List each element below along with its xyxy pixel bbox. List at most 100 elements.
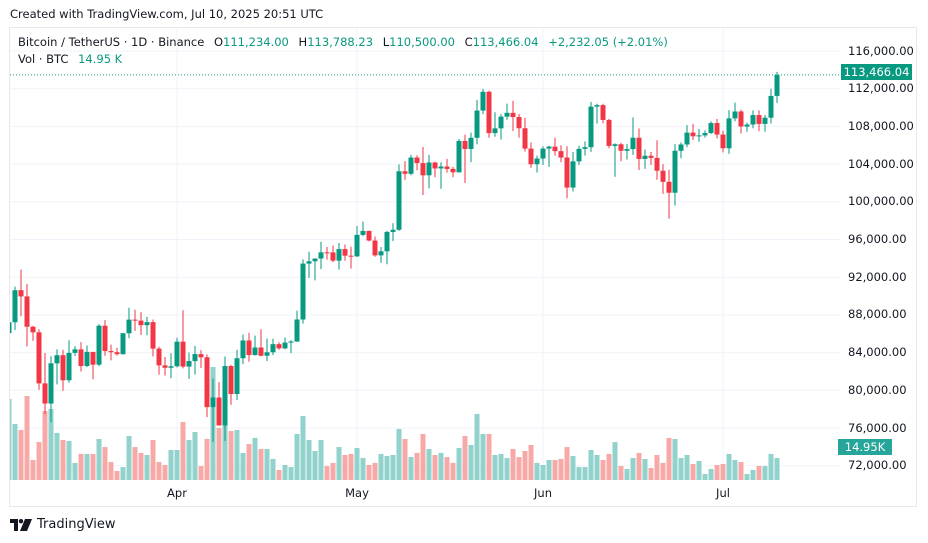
volume-bar [600,460,606,480]
volume-bar [444,457,450,480]
candle [204,354,210,418]
candle [282,337,288,350]
volume-bar [690,463,696,480]
volume-bar [618,466,624,480]
volume-bar [72,462,78,480]
candle-body [270,344,276,353]
candle [438,162,444,189]
volume-bar [264,448,270,480]
candle-body [474,110,480,138]
volume-bar [540,465,546,480]
candle [294,310,300,342]
candle [738,109,744,134]
y-tick-label: 92,000.00 [848,269,907,284]
candle-body [582,147,588,149]
last-volume-tag: 14.95K [838,439,892,455]
candle [264,338,270,361]
change-value: +2,232.05 (+2.01%) [548,35,668,49]
volume-bar [546,460,552,480]
volume-bar [300,416,306,480]
candle [624,144,630,160]
volume-bar [528,445,534,480]
candle [636,128,642,171]
low-value: 110,500.00 [389,35,455,49]
volume-bar [696,461,702,480]
volume-bar [162,465,168,480]
volume-bar [150,440,156,480]
volume-bar [132,447,138,480]
candle [570,151,576,192]
candle [498,114,504,140]
candle [276,342,282,350]
candle [708,121,714,134]
volume-bar [204,438,210,480]
candle-body [162,365,168,368]
volume-bar [408,457,414,480]
candle [324,247,330,260]
candle-body [702,133,708,136]
volume-bar [366,465,372,480]
symbol-name[interactable]: Bitcoin / TetherUS · 1D · Binance [18,35,205,49]
candle-body [168,366,174,368]
chart-panel[interactable] [9,27,917,507]
candle-body [348,255,354,257]
volume-bar [78,453,84,480]
candle-body [408,157,414,174]
candle [330,245,336,263]
volume-bar [594,455,600,480]
candle [564,146,570,199]
volume-bar [768,453,774,480]
candle-body [732,111,738,119]
y-tick-label: 100,000.00 [848,194,914,209]
candle [660,164,666,194]
candle-body [756,115,762,124]
volume-bar [330,462,336,480]
candle-body [570,161,576,188]
volume-bar [192,432,198,480]
candle-body [210,397,216,408]
y-tick-label: 88,000.00 [848,307,907,322]
candle [84,345,90,368]
created-with-caption: Created with TradingView.com, Jul 10, 20… [10,7,324,21]
volume-bar [12,423,18,480]
candle [402,161,408,180]
candle [288,340,294,354]
volume-bar [186,440,192,480]
candle [258,329,264,357]
candle-body [432,162,438,169]
candle [690,123,696,140]
candle-body [66,352,72,381]
volume-bar [348,453,354,480]
high-label: H [298,35,308,49]
volume-bar [10,398,12,480]
candle [36,329,42,390]
volume-label[interactable]: Vol · BTC [18,52,69,66]
volume-bar [570,456,576,480]
volume-bar [396,428,402,480]
candle [648,151,654,166]
y-tick-label: 108,000.00 [848,118,914,133]
candle [450,166,456,178]
volume-bar [726,453,732,480]
candle [48,356,54,423]
candle [486,90,492,138]
volume-bar [750,470,756,480]
y-tick-label: 96,000.00 [848,232,907,246]
candle-body [90,351,96,365]
volume-bar [312,451,318,480]
volume-bar [708,468,714,480]
candle [108,344,114,361]
volume-bar [588,450,594,480]
volume-bar [654,455,660,480]
volume-bar [666,437,672,480]
candle-body [648,155,654,158]
symbol-legend: Bitcoin / TetherUS · 1D · Binance O111,2… [18,35,668,49]
candle-body [528,148,534,165]
tradingview-brand[interactable]: TradingView [10,517,116,533]
candle [414,155,420,171]
volume-bar [240,452,246,480]
volume-bar [462,436,468,480]
candle [198,350,204,368]
volume-bar [324,466,330,480]
